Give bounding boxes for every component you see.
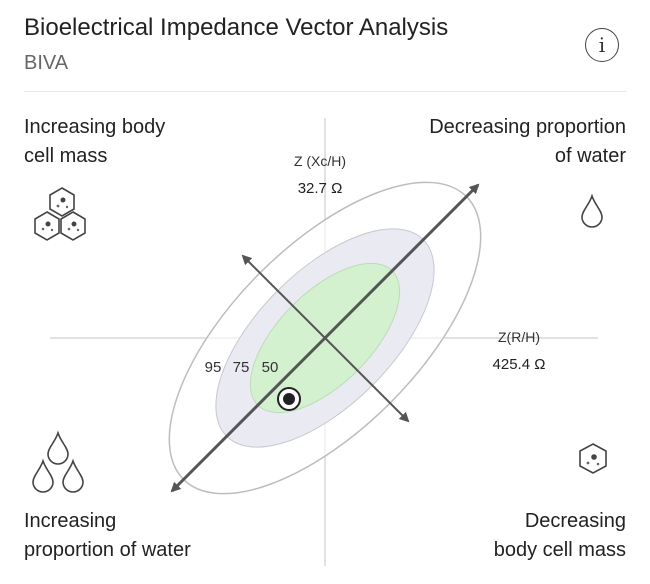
page-subtitle: BIVA	[24, 52, 69, 74]
quadrant-label-top-right: Decreasing proportion of water	[429, 116, 626, 167]
water-drops-icon	[32, 430, 84, 493]
page-title: Bioelectrical Impedance Vector Analysis	[24, 14, 449, 41]
y-axis-value: 32.7 Ω	[298, 180, 343, 197]
ellipse-label-95: 95	[205, 359, 222, 376]
ellipse-label-50: 50	[262, 359, 279, 376]
bcm-arrow-up	[241, 254, 326, 339]
x-axis-value: 425.4 Ω	[493, 356, 546, 373]
quadrant-label-bottom-left: Increasing proportion of water	[24, 510, 191, 561]
single-water-drop-icon	[581, 193, 603, 228]
cells-cluster-icon	[34, 187, 86, 241]
header-divider	[24, 91, 626, 92]
hydration-arrow-up	[323, 183, 480, 340]
measurement-point[interactable]	[277, 387, 301, 411]
info-icon[interactable]: i	[585, 28, 619, 62]
quadrant-label-top-left: Increasing body cell mass	[24, 116, 166, 167]
y-axis-label: Z (Xc/H)	[294, 153, 346, 169]
single-cell-icon	[579, 443, 607, 474]
bcm-arrow-down	[324, 337, 410, 423]
hydration-arrow-down	[170, 336, 327, 493]
x-axis-label: Z(R/H)	[498, 329, 540, 345]
quadrant-label-bottom-right: Decreasing body cell mass	[493, 510, 626, 561]
ellipse-label-75: 75	[233, 359, 250, 376]
